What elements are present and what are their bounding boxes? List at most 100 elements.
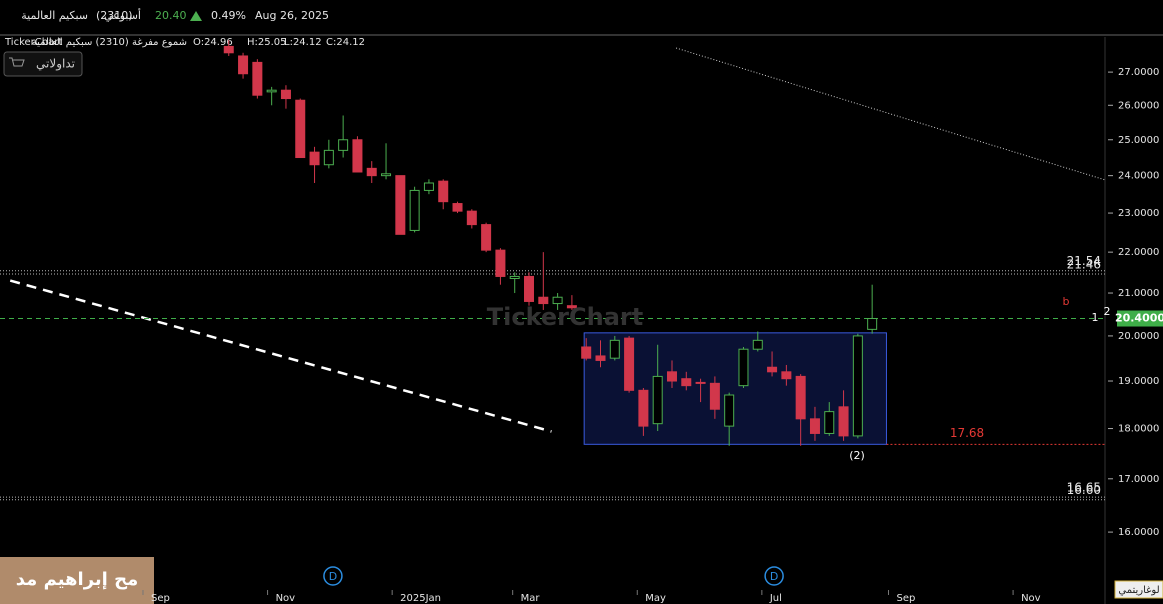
y-tick-label: 22.0000 [1118, 247, 1159, 258]
candle-body [423, 182, 434, 191]
support-label: 17.68 [950, 426, 984, 440]
scale-box [1114, 580, 1163, 599]
x-tick-label: Nov [1021, 593, 1041, 604]
candle-body [266, 89, 277, 93]
candle-body [481, 224, 492, 251]
candle-body [609, 339, 620, 359]
candle-body [280, 89, 291, 100]
x-tick-label: Sep [896, 593, 915, 604]
level-label: 16.60 [1067, 483, 1101, 497]
trade-button[interactable]: تداولاتي [3, 51, 83, 77]
candle-body [223, 45, 234, 54]
date: Aug 26, 2025 [255, 9, 329, 22]
ohlc-close: C:24.12 [326, 37, 365, 48]
stock-name: سبكيم العالمية [21, 9, 88, 22]
candle-body [295, 99, 306, 159]
y-tick-label: 19.0000 [1118, 376, 1159, 387]
event-label: D [770, 570, 778, 583]
candle-body [366, 167, 377, 177]
candle-body [238, 55, 249, 75]
y-tick-label: 20.0000 [1118, 331, 1159, 342]
level-label: 21.46 [1067, 257, 1101, 271]
change: 0.49% [211, 9, 246, 22]
ohlc-low: L:24.12 [284, 37, 322, 48]
candle-body [509, 275, 520, 280]
price: 20.40 [155, 9, 187, 22]
candle-body [867, 318, 878, 330]
y-tick-label: 23.0000 [1118, 208, 1159, 219]
candle-body [566, 305, 577, 309]
x-tick-label: Mar [521, 593, 541, 604]
candle-body [538, 296, 549, 305]
candle-body [838, 406, 849, 437]
candle-body [552, 296, 563, 305]
candle-body [666, 371, 677, 382]
wave-label: 2 [1104, 305, 1111, 318]
ohlc-open: O:24.96 [193, 37, 233, 48]
x-tick-label: Nov [276, 593, 296, 604]
up-arrow [190, 11, 202, 21]
candle-body [638, 389, 649, 427]
level-label: 21.54 [1067, 254, 1101, 268]
y-tick-label: 17.0000 [1118, 474, 1159, 485]
y-tick-label: 16.0000 [1118, 527, 1159, 538]
plot-area [0, 40, 1105, 501]
candle-body [438, 180, 449, 203]
candle-body [252, 61, 263, 96]
ohlc-high: H:25.05 [247, 37, 287, 48]
candle-body [624, 337, 635, 391]
scale-label: لوغاريتمي [1118, 585, 1159, 596]
period: أسبوعي [104, 8, 141, 22]
candle-body [652, 375, 663, 425]
candle-body [323, 149, 334, 166]
candle-body [752, 339, 763, 350]
candle-body [352, 139, 363, 173]
y-tick-label: 26.0000 [1118, 100, 1159, 111]
y-tick-label: 24.0000 [1118, 171, 1159, 182]
candle-body [409, 189, 420, 231]
candle-body [709, 382, 720, 410]
signature-box [0, 557, 154, 604]
candle-body [595, 355, 606, 361]
button-label[interactable]: تداولاتي [36, 57, 75, 72]
trend-line [9, 279, 552, 433]
trend-line [675, 47, 1105, 181]
candle-body [495, 249, 506, 277]
signature: مح إبراهيم مد [16, 569, 138, 590]
watermark: TickerChart [487, 303, 643, 331]
series-label: شموع مفرغة (2310) سبكيم العالمية [32, 37, 187, 48]
candle-body [695, 381, 706, 384]
candle-body [466, 210, 477, 226]
y-tick-label: 25.0000 [1118, 135, 1159, 146]
y-tick-label: 18.0000 [1118, 424, 1159, 435]
candle-body [852, 335, 863, 437]
candle-body [724, 394, 735, 427]
wave-label: b [1063, 295, 1070, 308]
candle-body [809, 418, 820, 434]
x-tick-label: 2025Jan [400, 593, 441, 604]
candle-body [781, 371, 792, 380]
candle-body [395, 175, 406, 235]
event-label: D [329, 570, 337, 583]
range-box [583, 332, 887, 445]
x-tick-label: May [645, 593, 666, 604]
x-tick-label: Sep [151, 593, 170, 604]
candle-body [524, 275, 535, 302]
button-frame[interactable] [3, 51, 83, 77]
candle-body [338, 139, 349, 151]
cart-icon [9, 57, 25, 67]
candle-body [309, 151, 320, 166]
y-tick-label: 27.0000 [1118, 67, 1159, 78]
candle-body [767, 366, 778, 373]
candle-body [381, 173, 392, 177]
wave-label: (2) [849, 449, 865, 462]
last-price-label: 20.4000 [1115, 312, 1163, 325]
candle-body [581, 346, 592, 359]
candle-body [795, 375, 806, 420]
candle-body [681, 378, 692, 387]
event-marker [764, 566, 784, 586]
brand: TickerChart [4, 37, 62, 48]
